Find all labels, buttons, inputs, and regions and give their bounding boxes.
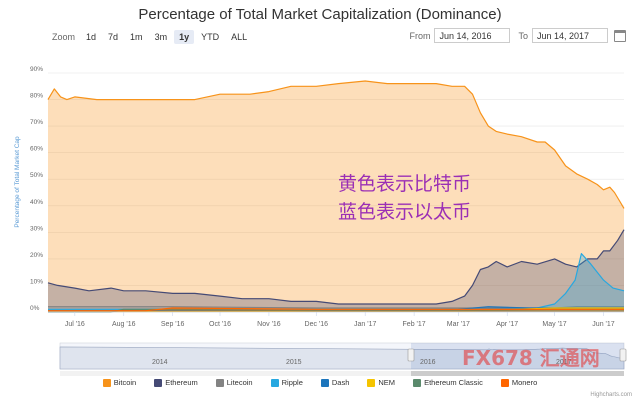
navigator-label: 2016 xyxy=(420,359,436,366)
series-line-ethereum[interactable] xyxy=(47,229,625,305)
zoom-3m-button[interactable]: 3m xyxy=(154,32,168,42)
scrollbar-thumb[interactable] xyxy=(411,371,624,376)
calendar-icon[interactable] xyxy=(614,29,626,42)
credits[interactable]: Highcharts.com xyxy=(590,392,632,398)
series-line-monero[interactable] xyxy=(48,307,624,312)
legend-label: Ethereum xyxy=(165,378,198,387)
series-area-bitcoin[interactable] xyxy=(48,81,624,312)
x-tick-label: Oct '16 xyxy=(209,321,231,328)
legend-swatch xyxy=(102,378,111,387)
legend-label: Monero xyxy=(511,378,538,387)
zoom-controls: Zoom 1d 7d 1m 3m 1y YTD ALL xyxy=(52,30,254,44)
x-tick-label: Sep '16 xyxy=(161,321,185,328)
y-tick-label: 70% xyxy=(30,119,43,126)
legend-swatch xyxy=(367,378,376,387)
legend-swatch xyxy=(154,378,163,387)
x-tick-label: Apr '17 xyxy=(496,321,518,328)
series-area-ethereum[interactable] xyxy=(48,229,624,312)
y-tick-label: 60% xyxy=(30,146,43,153)
navigator-label: 2017 xyxy=(556,359,572,366)
from-date-input[interactable] xyxy=(434,28,511,43)
series-area-monero[interactable] xyxy=(48,308,624,312)
navigator-label: 2014 xyxy=(152,359,168,366)
zoom-ytd-button[interactable]: YTD xyxy=(201,32,220,42)
x-tick-label: Mar '17 xyxy=(447,321,470,328)
from-label: From xyxy=(409,30,431,41)
legend-swatch xyxy=(215,378,224,387)
legend-item-nem[interactable]: NEM xyxy=(367,378,395,387)
legend-item-ripple[interactable]: Ripple xyxy=(270,378,303,387)
legend-item-litecoin[interactable]: Litecoin xyxy=(215,378,253,387)
legend-item-bitcoin[interactable]: Bitcoin xyxy=(102,378,137,387)
navigator[interactable]: 2014 2015 2016 2017 xyxy=(59,342,627,370)
navigator-handle-left[interactable] xyxy=(407,348,415,362)
chart-title: Percentage of Total Market Capitalizatio… xyxy=(138,6,502,23)
legend: Bitcoin Ethereum Litecoin Ripple Dash NEM Ethe… xyxy=(0,378,640,387)
series-line-litecoin[interactable] xyxy=(48,306,624,309)
scrollbar[interactable] xyxy=(60,371,624,376)
to-date-input[interactable] xyxy=(532,28,608,43)
y-tick-label: 0% xyxy=(30,305,40,312)
navigator-label: 2015 xyxy=(286,359,302,366)
x-tick-label: Nov '16 xyxy=(257,321,281,328)
zoom-1d-button[interactable]: 1d xyxy=(86,32,97,42)
navigator-handle-right[interactable] xyxy=(619,348,627,362)
x-tick-label: Jan '17 xyxy=(354,321,376,328)
y-tick-label: 10% xyxy=(30,278,43,285)
date-range: From To xyxy=(401,28,626,43)
legend-label: NEM xyxy=(378,378,396,387)
x-tick-label: Dec '16 xyxy=(305,321,329,328)
y-tick-label: 20% xyxy=(30,252,43,259)
annotation-line-2: 蓝色表示以太币 xyxy=(338,201,471,223)
legend-label: Bitcoin xyxy=(113,378,137,387)
legend-swatch xyxy=(270,378,279,387)
legend-label: Ethereum Classic xyxy=(424,378,483,387)
legend-item-ethereum-classic[interactable]: Ethereum Classic xyxy=(413,378,483,387)
series-area-ripple[interactable] xyxy=(48,253,624,312)
y-tick-label: 40% xyxy=(30,199,43,206)
x-tick-label: Jul '16 xyxy=(65,321,85,328)
x-tick-label: May '17 xyxy=(542,321,566,328)
y-tick-label: 50% xyxy=(30,172,43,179)
watermark: FX678 汇通网 xyxy=(462,346,600,370)
legend-label: Ripple xyxy=(281,378,303,387)
annotation-line-1: 黄色表示比特币 xyxy=(338,173,471,195)
zoom-1y-button[interactable]: 1y xyxy=(174,30,195,44)
legend-label: Litecoin xyxy=(226,378,253,387)
y-tick-label: 90% xyxy=(30,66,43,73)
zoom-label: Zoom xyxy=(52,32,76,42)
legend-swatch xyxy=(500,378,509,387)
y-tick-label: 30% xyxy=(30,225,43,232)
legend-item-ethereum[interactable]: Ethereum xyxy=(154,378,198,387)
annotation: 黄色表示比特币 蓝色表示以太币 xyxy=(338,173,471,223)
to-label: To xyxy=(518,30,528,41)
legend-item-monero[interactable]: Monero xyxy=(500,378,538,387)
x-tick-label: Feb '17 xyxy=(403,321,426,328)
legend-label: Dash xyxy=(331,378,350,387)
zoom-all-button[interactable]: ALL xyxy=(231,32,248,42)
legend-swatch xyxy=(320,378,329,387)
x-tick-label: Jun '17 xyxy=(592,321,614,328)
series-line-bitcoin[interactable] xyxy=(47,80,625,209)
zoom-7d-button[interactable]: 7d xyxy=(108,32,119,42)
x-tick-label: Aug '16 xyxy=(112,321,136,328)
legend-item-dash[interactable]: Dash xyxy=(320,378,350,387)
y-axis-label: Percentage of Total Market Cap xyxy=(14,136,21,228)
y-tick-label: 80% xyxy=(30,93,43,100)
zoom-1m-button[interactable]: 1m xyxy=(130,32,143,42)
legend-swatch xyxy=(413,378,422,387)
